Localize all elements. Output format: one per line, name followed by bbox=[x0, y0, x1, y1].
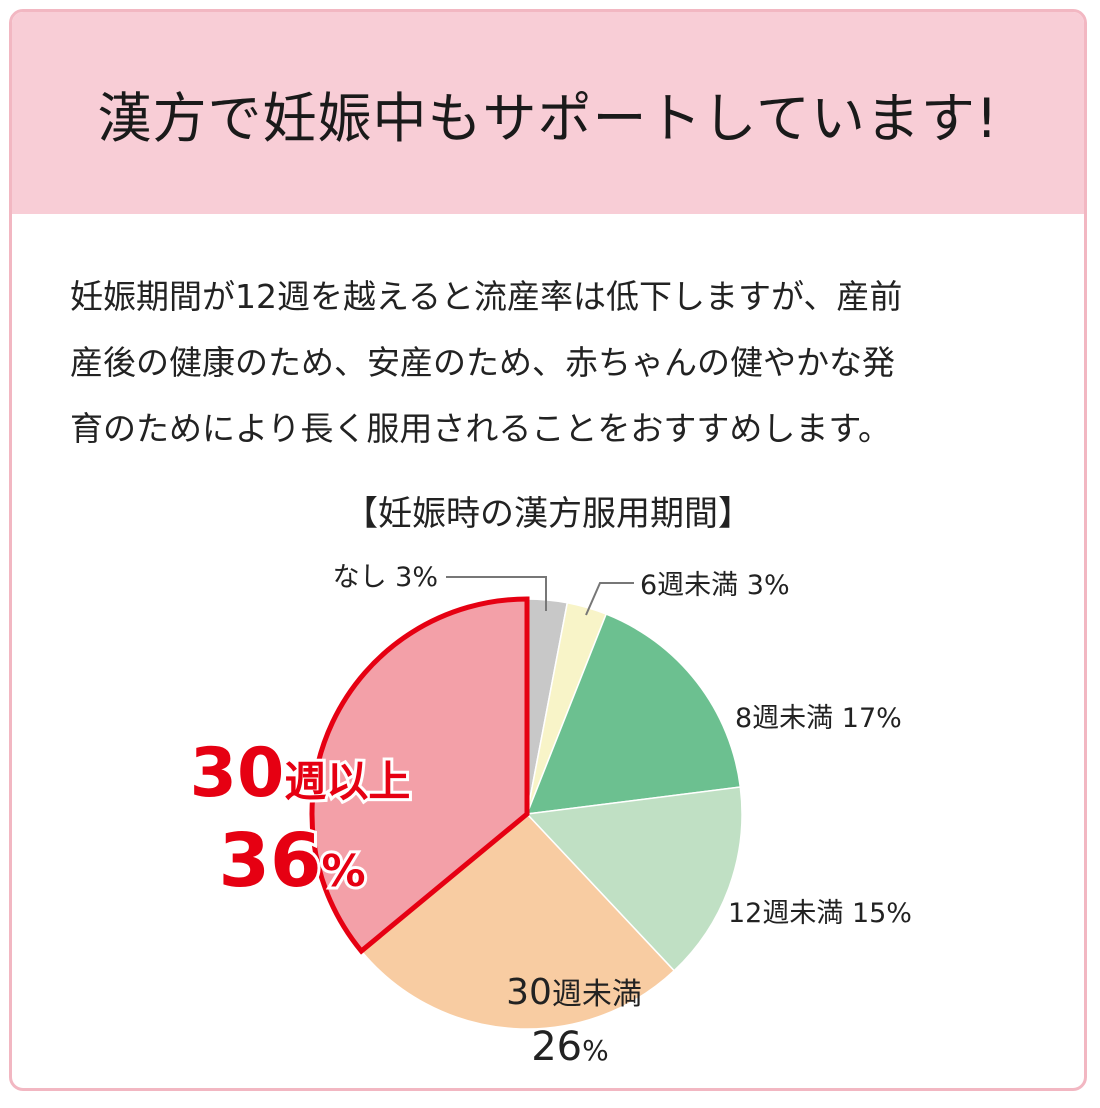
label-over-30-weeks-line2: 36% bbox=[218, 818, 365, 904]
leader-lines bbox=[446, 576, 634, 616]
slice-over-30-weeks-border bbox=[309, 596, 530, 955]
pie-slices bbox=[309, 596, 743, 1030]
slice-under-30-weeks bbox=[360, 812, 676, 1030]
page-title: 漢方で妊娠中もサポートしています! bbox=[97, 86, 999, 150]
label-under-30-weeks-line2: 26% bbox=[531, 1024, 609, 1070]
slice-under-12-weeks bbox=[525, 786, 743, 972]
description-line-2: 産後の健康のため、安産のため、赤ちゃんの健やかな発 bbox=[70, 343, 895, 382]
chart-title: 【妊娠時の漢方服用期間】 bbox=[344, 494, 752, 534]
label-under-8-weeks: 8週未満 17% bbox=[735, 703, 902, 734]
leader-none bbox=[446, 576, 547, 611]
leader-under-6-weeks bbox=[585, 582, 634, 616]
label-under-30-weeks-line1: 30週未満 bbox=[506, 972, 642, 1013]
label-under-12-weeks: 12週未満 15% bbox=[728, 898, 912, 929]
description-line-3: 育のためにより長く服用されることをおすすめします。 bbox=[70, 409, 892, 448]
label-under-6-weeks: 6週未満 3% bbox=[640, 570, 790, 601]
label-over-30-weeks-text: 週以上 bbox=[284, 757, 410, 806]
label-none: なし 3% bbox=[333, 562, 438, 593]
label-over-30-weeks-number: 30 bbox=[190, 734, 285, 813]
description-text: 妊娠期間が12週を越えると流産率は低下しますが、産前 産後の健康のため、安産のた… bbox=[70, 264, 1050, 462]
label-under-30-weeks-number: 30 bbox=[506, 972, 552, 1013]
label-under-30-weeks-pct: 26 bbox=[531, 1024, 582, 1070]
highlight-label: 30週以上 36% bbox=[187, 731, 414, 907]
header-banner: 漢方で妊娠中もサポートしています! bbox=[12, 12, 1084, 214]
label-under-30-weeks-unit: % bbox=[582, 1034, 609, 1067]
description-line-1: 妊娠期間が12週を越えると流産率は低下しますが、産前 bbox=[70, 277, 903, 316]
label-under-30-weeks-text: 週未満 bbox=[552, 977, 642, 1012]
label-over-30-weeks-line1: 30週以上 bbox=[190, 734, 411, 813]
label-over-30-weeks-pct: 36 bbox=[218, 818, 321, 904]
label-over-30-weeks-unit: % bbox=[321, 846, 365, 897]
info-card: 漢方で妊娠中もサポートしています! 妊娠期間が12週を越えると流産率は低下します… bbox=[9, 9, 1087, 1091]
slice-under-8-weeks bbox=[525, 613, 742, 815]
